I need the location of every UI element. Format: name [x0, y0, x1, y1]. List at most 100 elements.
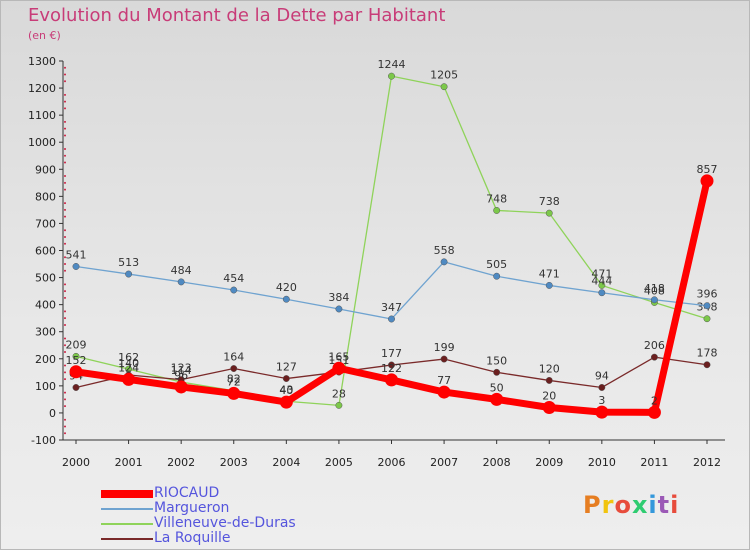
- data-label: 1205: [430, 69, 458, 82]
- data-label: 3: [598, 394, 605, 407]
- data-label: 347: [381, 301, 402, 314]
- data-label: 165: [328, 350, 349, 363]
- y-minor-tick: [64, 405, 66, 408]
- data-label: 127: [276, 361, 297, 374]
- data-point: [440, 258, 448, 266]
- data-point: [703, 315, 711, 323]
- y-minor-tick: [64, 378, 66, 381]
- y-minor-tick: [64, 181, 66, 184]
- y-minor-tick: [64, 80, 66, 83]
- data-point: [122, 372, 136, 386]
- y-minor-tick: [64, 134, 66, 137]
- data-point: [703, 361, 711, 369]
- data-label: 2: [651, 394, 658, 407]
- y-tick-label: 400: [35, 299, 56, 312]
- y-minor-tick: [64, 235, 66, 238]
- y-minor-tick: [64, 100, 66, 103]
- data-label: 471: [591, 267, 612, 280]
- y-minor-tick: [64, 432, 66, 435]
- data-label: 140: [118, 357, 139, 370]
- data-point: [230, 365, 238, 372]
- data-label: 43: [279, 383, 293, 396]
- data-point: [282, 295, 290, 303]
- data-label: 150: [486, 354, 507, 367]
- x-tick-label: 2005: [325, 456, 353, 469]
- data-label: 20: [542, 390, 556, 403]
- data-point: [542, 401, 556, 415]
- y-minor-tick: [64, 323, 66, 326]
- y-minor-tick: [64, 317, 66, 320]
- data-point: [440, 83, 448, 91]
- data-point: [72, 263, 80, 270]
- legend-label: Margueron: [154, 500, 230, 516]
- y-tick-label: 1000: [28, 136, 56, 149]
- data-point: [332, 361, 346, 375]
- data-label: 418: [644, 282, 665, 295]
- data-label: 541: [66, 248, 87, 261]
- data-label: 209: [66, 338, 87, 351]
- data-label: 420: [276, 281, 297, 294]
- y-minor-tick: [64, 161, 66, 164]
- data-point: [335, 401, 343, 409]
- y-minor-tick: [64, 344, 66, 347]
- y-minor-tick: [64, 310, 66, 313]
- chart-title: Evolution du Montant de la Dette par Hab…: [28, 5, 446, 26]
- data-label: 178: [697, 347, 718, 360]
- data-point: [72, 352, 80, 360]
- data-point: [279, 395, 293, 409]
- data-label: 444: [591, 275, 612, 288]
- y-minor-tick: [64, 229, 66, 232]
- data-point: [493, 368, 501, 376]
- y-minor-tick: [64, 263, 66, 266]
- y-minor-tick: [64, 337, 66, 340]
- data-label: 72: [227, 375, 241, 388]
- x-tick-label: 2009: [535, 456, 563, 469]
- x-tick-label: 2007: [430, 456, 458, 469]
- data-point: [490, 392, 504, 406]
- data-point: [650, 353, 658, 361]
- data-label: 123: [171, 362, 192, 375]
- data-label: 505: [486, 258, 507, 271]
- data-label: 82: [227, 373, 241, 386]
- y-minor-tick: [64, 364, 66, 367]
- data-point: [703, 302, 711, 310]
- data-point: [647, 405, 661, 419]
- data-label: 408: [644, 284, 665, 297]
- data-label: 1244: [378, 58, 406, 71]
- data-point: [177, 278, 185, 286]
- data-label: 738: [539, 195, 560, 208]
- data-label: 748: [486, 192, 507, 205]
- data-label: 120: [539, 362, 560, 375]
- y-tick-label: 700: [35, 217, 56, 230]
- x-tick-label: 2003: [220, 456, 248, 469]
- y-minor-tick: [64, 283, 66, 286]
- y-minor-tick: [64, 93, 66, 96]
- y-tick-label: 500: [35, 272, 56, 285]
- data-point: [650, 296, 658, 304]
- data-point: [72, 384, 80, 391]
- data-point: [545, 281, 553, 289]
- data-label: 199: [434, 341, 455, 354]
- data-point: [437, 385, 451, 399]
- data-point: [598, 281, 606, 289]
- y-tick-label: 800: [35, 190, 56, 203]
- data-label: 152: [66, 354, 87, 367]
- x-tick-label: 2002: [167, 456, 195, 469]
- data-label: 40: [279, 384, 293, 397]
- y-minor-tick: [64, 398, 66, 401]
- legend-label: Villeneuve-de-Duras: [154, 515, 296, 531]
- y-minor-tick: [64, 202, 66, 205]
- y-tick-label: 300: [35, 326, 56, 339]
- y-minor-tick: [64, 154, 66, 157]
- y-tick-label: 1200: [28, 82, 56, 95]
- x-tick-label: 2010: [588, 456, 616, 469]
- x-tick-label: 2004: [272, 456, 300, 469]
- data-label: 206: [644, 339, 665, 352]
- data-point: [388, 72, 395, 80]
- data-point: [388, 361, 395, 369]
- data-label: 454: [223, 272, 244, 285]
- data-label: 151: [328, 354, 349, 367]
- y-tick-label: 1100: [28, 109, 56, 122]
